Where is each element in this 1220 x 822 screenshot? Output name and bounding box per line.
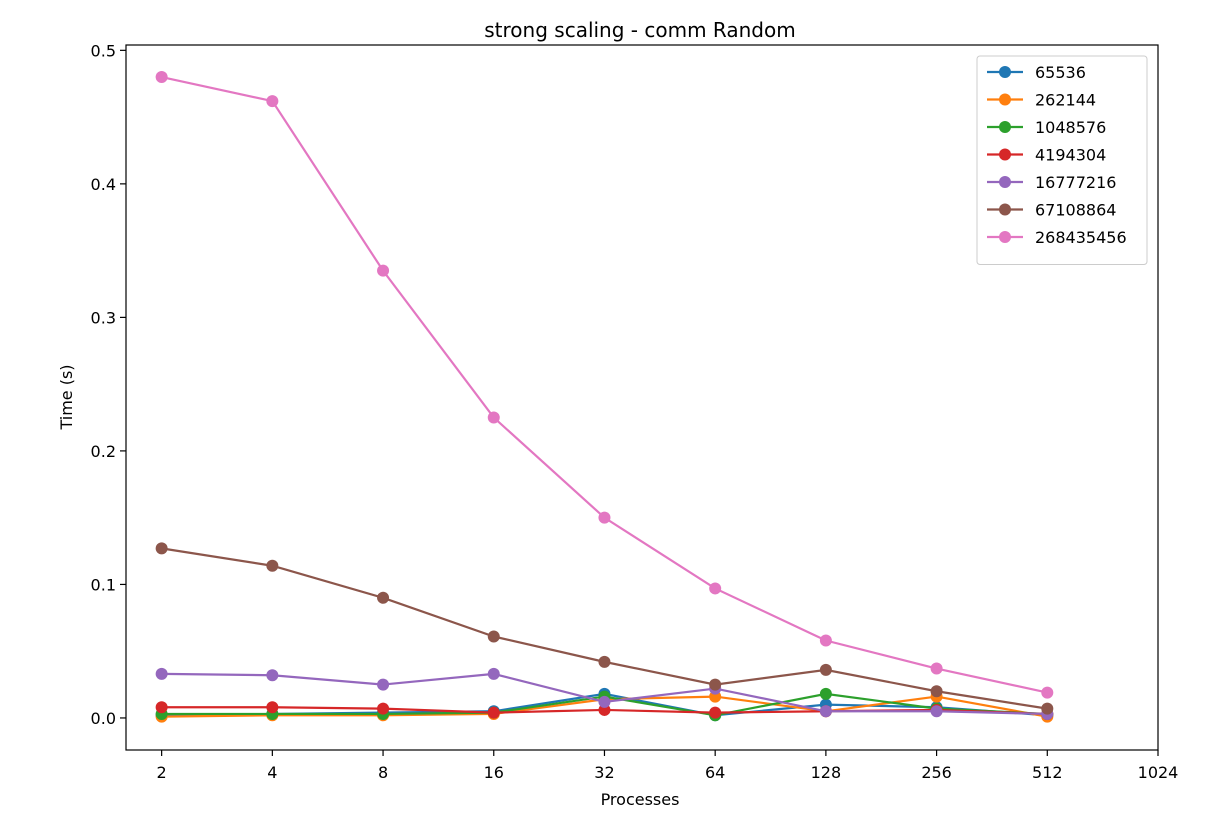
data-point [819, 687, 832, 700]
y-tick-label: 0.3 [91, 308, 116, 327]
data-point [266, 701, 279, 714]
x-tick-label: 64 [705, 763, 725, 782]
data-point [819, 663, 832, 676]
legend-item: 268435456 [987, 228, 1127, 247]
legend-label: 262144 [1035, 91, 1096, 110]
data-point [487, 667, 500, 680]
data-point [487, 411, 500, 424]
data-point [1041, 686, 1054, 699]
x-tick-label: 2 [157, 763, 167, 782]
y-tick-label: 0.0 [91, 709, 116, 728]
plot-series [155, 71, 1054, 723]
data-point [709, 582, 722, 595]
legend-item: 1048576 [987, 118, 1106, 137]
legend-item: 16777216 [987, 173, 1116, 192]
data-point [377, 591, 390, 604]
legend-item: 262144 [987, 91, 1096, 110]
data-point [155, 667, 168, 680]
series-line [161, 547, 1048, 710]
data-point [377, 264, 390, 277]
data-point [487, 706, 500, 719]
data-point [819, 705, 832, 718]
legend-item: 4194304 [987, 146, 1106, 165]
legend-marker [999, 203, 1011, 216]
legend-marker [999, 231, 1011, 243]
data-point [266, 559, 279, 572]
data-point [155, 542, 168, 555]
legend-frame [976, 55, 1148, 265]
data-point [930, 685, 943, 698]
data-point [487, 630, 500, 643]
x-tick-label: 128 [811, 763, 842, 782]
data-point [155, 701, 168, 714]
plot-frame [125, 44, 1159, 751]
x-tick-label: 16 [484, 763, 504, 782]
x-tick-label: 512 [1032, 763, 1063, 782]
legend-marker [999, 176, 1011, 188]
chart-title: strong scaling - comm Random [484, 18, 795, 42]
x-axis-label: Processes [601, 790, 680, 809]
data-point [709, 706, 722, 719]
y-axis-label: Time (s) [57, 364, 76, 430]
legend-marker [999, 93, 1011, 106]
x-tick-label: 32 [594, 763, 614, 782]
legend-label: 268435456 [1035, 228, 1127, 247]
data-point [709, 678, 722, 691]
x-tick-label: 8 [378, 763, 388, 782]
data-point [266, 669, 279, 682]
legend-item: 65536 [987, 63, 1086, 82]
data-point [598, 695, 611, 708]
data-point [930, 662, 943, 675]
x-tick-label: 4 [267, 763, 277, 782]
data-point [819, 634, 832, 647]
data-point [155, 71, 168, 84]
legend-label: 67108864 [1035, 201, 1116, 220]
data-point [598, 655, 611, 668]
data-point [266, 95, 279, 108]
y-tick-label: 0.1 [91, 575, 116, 594]
data-point [377, 678, 390, 691]
y-tick-label: 0.2 [91, 442, 116, 461]
y-tick-label: 0.5 [91, 41, 116, 60]
x-tick-label: 1024 [1138, 763, 1179, 782]
legend-marker [999, 66, 1011, 78]
legend-marker [999, 121, 1011, 133]
data-point [598, 511, 611, 524]
data-point [1041, 702, 1054, 715]
legend-label: 65536 [1035, 63, 1086, 82]
legend-label: 16777216 [1035, 173, 1116, 192]
legend-label: 4194304 [1035, 146, 1106, 165]
x-axis-ticks: 2 4 8 16 32 64 128 256 512 1024 [157, 750, 1179, 782]
series-line [161, 75, 1048, 694]
x-tick-label: 256 [921, 763, 952, 782]
y-axis-ticks: 0.0 0.1 0.2 0.3 0.4 0.5 [91, 41, 126, 728]
legend-label: 1048576 [1035, 118, 1106, 137]
y-tick-label: 0.4 [91, 175, 116, 194]
legend-item: 67108864 [987, 201, 1116, 220]
series-67108864 [155, 542, 1054, 715]
legend-marker [999, 148, 1011, 161]
data-point [377, 702, 390, 715]
data-point [930, 705, 943, 718]
series-268435456 [155, 71, 1054, 699]
legend: 65536 262144 1048576 4194304 16777216 6710886… [976, 55, 1148, 265]
